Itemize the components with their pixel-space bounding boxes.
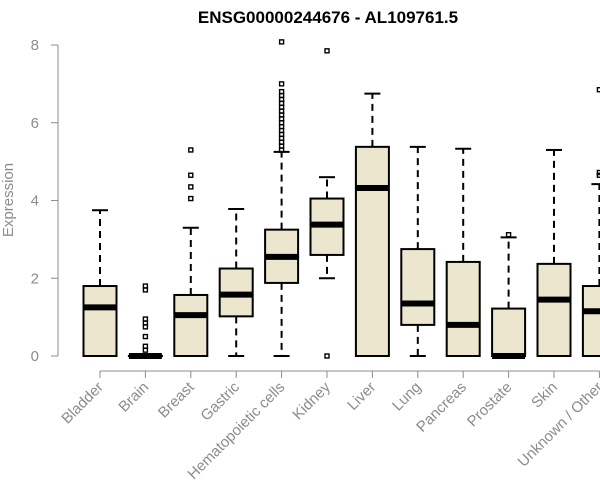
box-group — [309, 48, 345, 359]
outlier-point — [188, 172, 194, 178]
outlier-point — [188, 147, 194, 153]
outlier-point — [142, 283, 149, 289]
x-tick-label: Skin — [528, 379, 561, 412]
box-group — [581, 87, 600, 357]
y-tick-label: 2 — [31, 270, 39, 287]
outlier-point — [505, 232, 512, 238]
box-group — [218, 208, 254, 357]
outlier-point — [596, 87, 600, 93]
box — [491, 307, 527, 358]
box-group — [173, 147, 209, 357]
outlier-point — [188, 184, 194, 190]
outlier-point — [278, 39, 285, 45]
box — [400, 248, 436, 326]
box — [173, 293, 209, 357]
x-tick-label: Liver — [344, 379, 379, 414]
box-group — [400, 145, 436, 357]
y-tick-label: 4 — [31, 193, 39, 210]
outlier-point — [596, 169, 600, 176]
box-group — [264, 39, 300, 357]
box-group — [536, 148, 572, 357]
outlier-point — [596, 172, 600, 178]
box — [82, 285, 118, 357]
y-tick-label: 6 — [31, 115, 39, 132]
y-axis-label: Expression — [0, 163, 17, 237]
box-group — [354, 92, 390, 357]
outlier-point — [278, 88, 285, 95]
x-tick-label: Brain — [115, 379, 152, 416]
y-tick-label: 0 — [31, 348, 39, 365]
outlier-point — [278, 81, 285, 87]
box-group — [127, 283, 163, 359]
box — [581, 285, 600, 357]
x-tick-label: Prostate — [464, 379, 516, 431]
y-axis: 0 2 4 6 8 — [31, 37, 59, 365]
x-tick-label: Bladder — [58, 379, 107, 428]
box-group — [491, 232, 527, 359]
box — [445, 260, 481, 357]
box — [536, 262, 572, 357]
box-series — [82, 39, 600, 359]
box-group — [82, 209, 118, 357]
y-tick-label: 8 — [31, 37, 39, 54]
x-tick-label: Lung — [389, 379, 425, 415]
chart-title: ENSG00000244676 - AL109761.5 — [198, 8, 458, 27]
outlier-point — [142, 333, 149, 340]
outlier-point — [324, 353, 330, 359]
x-tick-label: Breast — [155, 378, 198, 421]
outlier-point — [142, 343, 149, 349]
box-group — [445, 147, 481, 357]
box — [354, 145, 390, 357]
outlier-point — [324, 48, 330, 54]
x-tick-label: Kidney — [289, 378, 334, 423]
outlier-point — [142, 316, 149, 322]
outlier-point — [188, 195, 194, 202]
x-tick-label: Pancreas — [413, 379, 470, 436]
